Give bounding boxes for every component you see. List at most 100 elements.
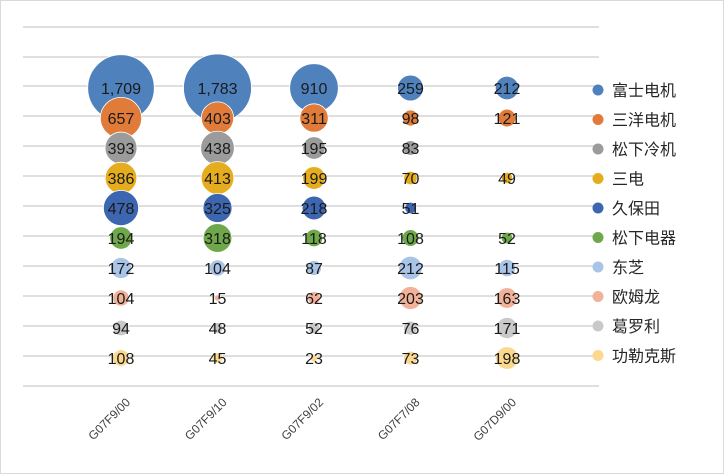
bubble-series-1-4 bbox=[497, 108, 517, 128]
data-label-series-9-4: 198 bbox=[494, 351, 521, 368]
data-label-series-2-2: 195 bbox=[301, 141, 328, 158]
data-label-series-1-2: 311 bbox=[301, 111, 327, 128]
bubble-series-5-0 bbox=[109, 226, 133, 250]
legend-item-5: 松下电器 bbox=[592, 229, 676, 248]
data-label-series-2-3: 83 bbox=[402, 141, 420, 158]
data-label-series-1-3: 98 bbox=[402, 111, 420, 128]
data-label-series-7-2: 62 bbox=[305, 291, 323, 308]
legend-marker-6 bbox=[592, 261, 604, 273]
bubble-series-4-3 bbox=[404, 201, 417, 215]
data-label-series-6-1: 104 bbox=[204, 261, 231, 278]
bubble-series-8-1 bbox=[211, 322, 224, 334]
bubble-series-6-4 bbox=[497, 258, 517, 278]
x-tick-label-1: G07F9/10 bbox=[182, 395, 230, 443]
x-tick-label-4: G07D9/00 bbox=[471, 395, 520, 444]
bubbles bbox=[87, 53, 520, 370]
bubble-series-9-3 bbox=[403, 350, 418, 366]
bubble-series-9-4 bbox=[495, 346, 519, 370]
legend-item-9: 功勒克斯 bbox=[592, 347, 676, 366]
data-label-series-5-1: 318 bbox=[204, 231, 231, 248]
bubble-series-5-1 bbox=[202, 223, 233, 253]
legend-marker-7 bbox=[592, 291, 604, 302]
bubble-series-9-1 bbox=[211, 352, 224, 364]
data-label-series-6-3: 212 bbox=[397, 261, 424, 278]
bubble-series-6-3 bbox=[398, 255, 423, 281]
bubble-series-2-2 bbox=[302, 136, 326, 160]
legend-item-2: 松下冷机 bbox=[592, 140, 676, 159]
bubble-series-8-4 bbox=[496, 317, 518, 339]
legend-item-6: 东芝 bbox=[592, 258, 644, 277]
legend-label-6: 东芝 bbox=[612, 258, 644, 277]
bubble-series-4-1 bbox=[202, 193, 233, 223]
data-label-series-0-3: 259 bbox=[397, 81, 424, 98]
bubble-series-8-2 bbox=[307, 321, 321, 335]
data-label-series-0-0: 1,709 bbox=[101, 81, 141, 98]
data-label-series-8-0: 94 bbox=[112, 321, 130, 338]
bubble-series-5-3 bbox=[401, 229, 420, 247]
data-label-series-3-4: 49 bbox=[498, 171, 516, 188]
data-label-series-4-3: 51 bbox=[402, 201, 420, 218]
bubble-series-6-2 bbox=[306, 260, 322, 276]
legend-label-4: 久保田 bbox=[612, 199, 660, 218]
data-label-series-5-2: 118 bbox=[301, 231, 327, 248]
legend-item-7: 欧姆龙 bbox=[592, 288, 660, 307]
bubble-series-6-1 bbox=[208, 259, 227, 277]
data-label-series-1-0: 657 bbox=[108, 111, 135, 128]
bubble-series-3-3 bbox=[403, 170, 418, 186]
data-label-series-9-0: 108 bbox=[108, 351, 135, 368]
bubble-series-7-0 bbox=[112, 289, 130, 307]
legend-marker-5 bbox=[592, 232, 604, 243]
bubble-series-7-2 bbox=[307, 291, 321, 305]
bubble-series-9-2 bbox=[309, 353, 319, 363]
bubble-series-1-3 bbox=[402, 109, 419, 127]
bubble-series-8-0 bbox=[112, 319, 130, 337]
x-tick-label-2: G07F9/02 bbox=[278, 395, 326, 443]
legend-marker-8 bbox=[592, 320, 604, 332]
bubble-series-4-0 bbox=[103, 189, 140, 226]
legend-label-9: 功勒克斯 bbox=[612, 347, 676, 366]
data-label-series-4-0: 478 bbox=[108, 201, 135, 218]
data-label-series-2-0: 393 bbox=[108, 141, 135, 158]
data-label-series-8-2: 52 bbox=[305, 321, 323, 338]
data-label-series-7-3: 203 bbox=[397, 291, 424, 308]
bubble-series-3-2 bbox=[302, 166, 326, 190]
data-label-series-6-0: 172 bbox=[108, 261, 135, 278]
bubble-series-9-0 bbox=[112, 349, 130, 367]
data-label-series-8-3: 76 bbox=[402, 321, 420, 338]
bubble-series-5-4 bbox=[500, 231, 514, 245]
data-label-series-5-3: 108 bbox=[397, 231, 424, 248]
data-label-series-9-3: 73 bbox=[402, 351, 420, 368]
bubble-series-5-2 bbox=[304, 228, 324, 248]
legend-item-3: 三电 bbox=[592, 170, 644, 189]
data-label-series-9-1: 45 bbox=[209, 351, 227, 368]
data-label-series-7-0: 104 bbox=[108, 291, 135, 308]
data-label-series-3-1: 413 bbox=[204, 171, 231, 188]
bubble-series-7-3 bbox=[398, 286, 423, 310]
legend-marker-4 bbox=[592, 202, 604, 214]
data-label-series-1-1: 403 bbox=[204, 111, 231, 128]
data-label-series-5-4: 52 bbox=[498, 231, 516, 248]
legend-label-1: 三洋电机 bbox=[612, 111, 676, 130]
data-label-series-0-4: 212 bbox=[494, 81, 521, 98]
data-label-series-0-2: 910 bbox=[301, 81, 328, 98]
legend-label-7: 欧姆龙 bbox=[612, 288, 660, 307]
data-label-series-0-1: 1,783 bbox=[197, 81, 237, 98]
bubble-series-0-3 bbox=[397, 74, 424, 102]
legend-marker-3 bbox=[592, 173, 604, 184]
legend-label-2: 松下冷机 bbox=[612, 140, 676, 159]
data-label-series-9-2: 23 bbox=[305, 351, 323, 368]
bubble-series-7-1 bbox=[213, 294, 222, 302]
data-labels: 1,709 1,783 910 259 212 657 403 311 98 121 393 438 1… bbox=[101, 81, 520, 368]
data-label-series-2-1: 438 bbox=[204, 141, 231, 158]
bubble-series-8-3 bbox=[403, 320, 418, 336]
data-label-series-3-2: 199 bbox=[301, 171, 328, 188]
legend-item-8: 葛罗利 bbox=[592, 317, 660, 336]
legend-marker-2 bbox=[592, 143, 604, 155]
data-label-series-3-0: 386 bbox=[108, 171, 135, 188]
data-label-series-4-2: 218 bbox=[301, 201, 328, 218]
bubble-series-1-2 bbox=[299, 103, 329, 133]
data-label-series-3-3: 70 bbox=[402, 171, 420, 188]
